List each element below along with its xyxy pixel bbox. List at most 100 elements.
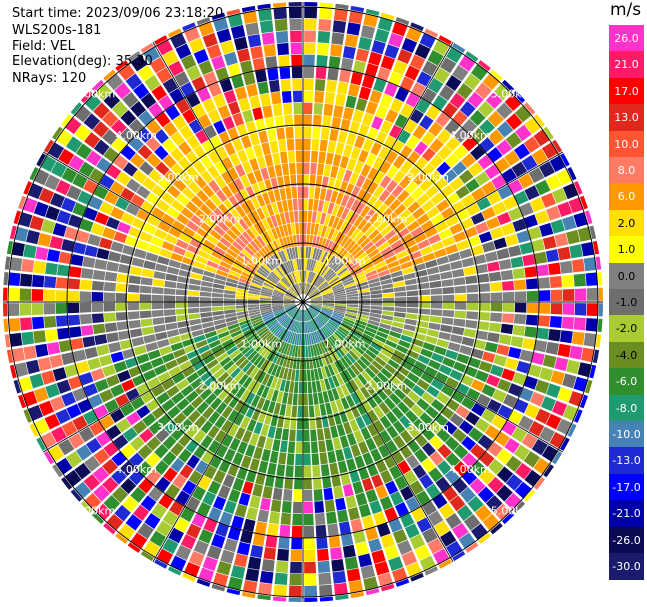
velocity-gate [203,354,216,365]
velocity-gate [161,398,176,412]
velocity-gate [3,271,9,286]
velocity-gate [303,150,311,163]
velocity-gate [290,286,298,297]
velocity-gate [238,278,251,285]
velocity-gate [478,360,493,373]
velocity-gate [456,504,473,521]
velocity-gate [282,277,291,288]
velocity-gate [262,313,274,320]
velocity-gate [429,315,442,324]
velocity-gate [452,161,467,176]
velocity-gate [253,446,264,460]
velocity-gate [266,203,275,216]
velocity-gate [236,339,248,349]
velocity-gate [358,149,369,163]
velocity-gate [287,307,298,315]
velocity-gate [196,17,211,26]
velocity-gate [394,475,408,490]
velocity-gate [258,267,269,276]
velocity-gate [303,138,311,151]
velocity-gate [402,329,415,338]
velocity-gate [380,469,393,484]
velocity-gate [300,309,303,322]
velocity-gate [199,388,213,401]
velocity-gate [67,290,80,302]
velocity-gate [310,345,315,357]
velocity-gate [325,323,336,333]
velocity-gate [319,584,333,597]
velocity-gate [317,263,325,275]
velocity-gate [223,500,237,515]
velocity-gate [18,376,33,393]
velocity-gate [402,214,416,227]
velocity-gate [468,427,484,442]
velocity-gate [404,318,417,326]
velocity-gate [428,121,443,137]
velocity-gate [259,302,272,305]
velocity-gate [237,316,250,323]
velocity-gate [139,231,153,243]
velocity-gate [360,259,372,268]
velocity-gate [324,213,331,226]
velocity-gate [186,166,200,180]
velocity-gate [405,284,418,291]
velocity-gate [272,152,281,165]
velocity-gate [285,236,292,248]
colorbar-tick-label: 0.0 [617,269,636,283]
velocity-gate [310,293,321,299]
velocity-gate [449,260,463,270]
velocity-gate [74,105,92,123]
velocity-gate [297,345,301,358]
velocity-gate [427,510,444,527]
velocity-gate [348,350,359,361]
velocity-gate [573,273,586,287]
velocity-gate [303,309,306,322]
velocity-gate [384,229,397,241]
velocity-gate [178,448,192,463]
velocity-gate [390,98,404,113]
ring-label: 4.00km [449,129,491,142]
velocity-gate [175,490,191,506]
velocity-gate [127,293,140,302]
velocity-gate [182,186,196,200]
velocity-gate [287,319,294,330]
velocity-gate [336,167,346,181]
velocity-gate [224,309,236,315]
velocity-gate [304,258,308,271]
velocity-gate [365,270,378,278]
velocity-gate [436,338,450,349]
velocity-gate [35,343,49,358]
velocity-gate [244,330,256,339]
velocity-gate [285,404,292,417]
velocity-gate [272,439,281,452]
velocity-gate [317,315,327,325]
velocity-gate [234,503,248,518]
velocity-gate [99,414,115,430]
velocity-gate [427,538,444,554]
velocity-gate [513,501,526,514]
velocity-gate [253,274,265,282]
velocity-gate [253,339,264,350]
velocity-gate [332,286,345,292]
velocity-gate [328,376,336,389]
velocity-gate [533,129,551,147]
velocity-gate [303,198,308,211]
velocity-gate [331,117,342,130]
velocity-gate [259,303,272,307]
velocity-gate [387,234,400,245]
velocity-gate [445,244,459,255]
velocity-gate [334,262,345,273]
velocity-gate [322,475,332,489]
velocity-gate [436,199,450,213]
velocity-gate [367,248,380,259]
velocity-gate [316,163,325,176]
velocity-gate [306,333,310,346]
velocity-gate [323,340,331,352]
velocity-gate [207,480,221,495]
velocity-gate [320,366,328,379]
velocity-gate [317,355,324,368]
velocity-gate [263,231,272,243]
velocity-gate [363,329,376,338]
velocity-gate [161,378,176,391]
velocity-gate [253,223,263,235]
